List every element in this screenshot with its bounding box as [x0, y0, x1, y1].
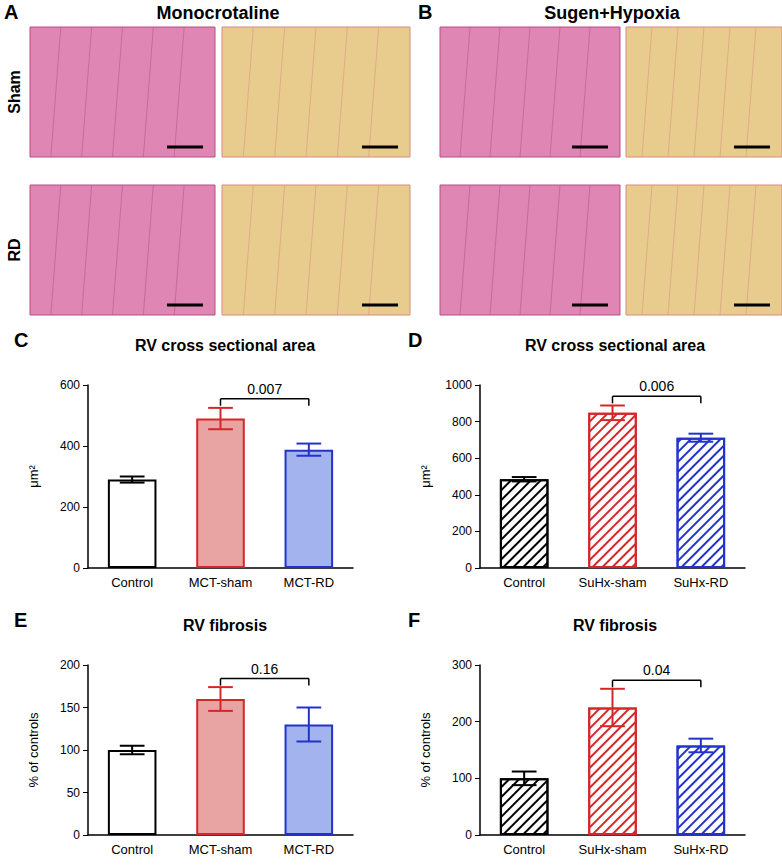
svg-text:300: 300: [452, 658, 472, 672]
svg-text:A: A: [4, 1, 18, 23]
svg-text:0: 0: [73, 561, 80, 575]
svg-text:200: 200: [60, 658, 80, 672]
svg-text:D: D: [408, 329, 422, 351]
svg-text:800: 800: [452, 415, 472, 429]
svg-text:MCT-sham: MCT-sham: [189, 575, 253, 590]
svg-text:Sham: Sham: [6, 70, 23, 114]
svg-text:B: B: [418, 1, 432, 23]
svg-text:200: 200: [452, 524, 472, 538]
svg-text:Control: Control: [111, 575, 153, 590]
svg-text:RV fibrosis: RV fibrosis: [183, 617, 267, 634]
svg-text:MCT-RD: MCT-RD: [284, 575, 335, 590]
svg-text:0.006: 0.006: [639, 378, 674, 394]
svg-text:SuHx-RD: SuHx-RD: [673, 842, 728, 857]
svg-text:600: 600: [60, 378, 80, 392]
svg-text:100: 100: [452, 771, 472, 785]
svg-text:MCT-sham: MCT-sham: [189, 842, 253, 857]
svg-text:RV fibrosis: RV fibrosis: [573, 617, 657, 634]
svg-text:Control: Control: [503, 842, 545, 857]
svg-text:400: 400: [452, 488, 472, 502]
svg-text:MCT-RD: MCT-RD: [284, 842, 335, 857]
svg-text:μm²: μm²: [26, 465, 41, 488]
svg-text:% of controls: % of controls: [418, 712, 433, 788]
svg-text:400: 400: [60, 439, 80, 453]
svg-text:E: E: [14, 609, 27, 631]
svg-text:Control: Control: [111, 842, 153, 857]
svg-text:600: 600: [452, 451, 472, 465]
svg-text:Sugen+Hypoxia: Sugen+Hypoxia: [544, 3, 681, 23]
svg-text:0: 0: [465, 828, 472, 842]
svg-text:C: C: [14, 329, 28, 351]
svg-text:RD: RD: [6, 238, 23, 261]
svg-text:RV cross sectional area: RV cross sectional area: [135, 337, 315, 354]
svg-text:200: 200: [60, 500, 80, 514]
svg-text:0.04: 0.04: [643, 662, 670, 678]
svg-text:1000: 1000: [445, 378, 472, 392]
svg-text:Control: Control: [503, 575, 545, 590]
svg-text:μm²: μm²: [418, 465, 433, 488]
svg-text:Monocrotaline: Monocrotaline: [156, 3, 279, 23]
svg-text:SuHx-sham: SuHx-sham: [579, 575, 647, 590]
svg-text:200: 200: [452, 715, 472, 729]
svg-text:0: 0: [73, 828, 80, 842]
svg-text:50: 50: [67, 786, 81, 800]
svg-text:SuHx-RD: SuHx-RD: [673, 575, 728, 590]
svg-text:100: 100: [60, 743, 80, 757]
svg-text:% of controls: % of controls: [26, 712, 41, 788]
svg-text:F: F: [408, 609, 420, 631]
svg-text:SuHx-sham: SuHx-sham: [579, 842, 647, 857]
svg-text:150: 150: [60, 701, 80, 715]
svg-text:0.16: 0.16: [251, 661, 278, 677]
svg-text:RV cross sectional area: RV cross sectional area: [525, 337, 705, 354]
svg-text:0.007: 0.007: [247, 381, 282, 397]
svg-text:0: 0: [465, 561, 472, 575]
